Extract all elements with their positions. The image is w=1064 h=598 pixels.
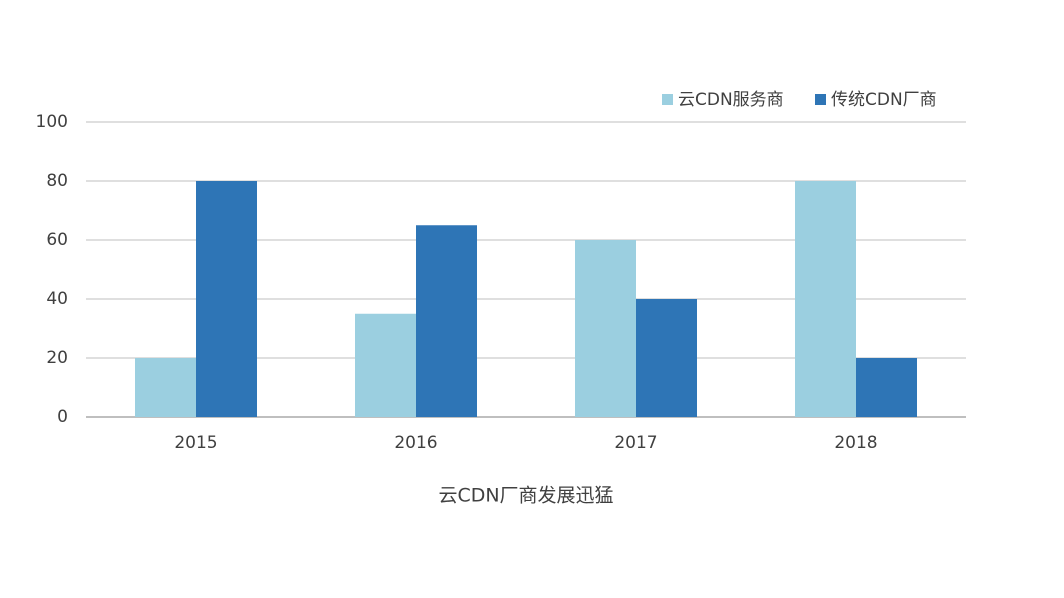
y-tick-label: 100 [36, 112, 68, 132]
x-tick-label: 2017 [614, 433, 657, 453]
bar [575, 240, 636, 417]
legend-label: 云CDN服务商 [678, 90, 784, 110]
legend-label: 传统CDN厂商 [831, 90, 937, 110]
y-tick-label: 0 [57, 407, 68, 427]
chart-title: 云CDN厂商发展迅猛 [438, 485, 613, 507]
bar [135, 358, 196, 417]
x-tick-label: 2015 [174, 433, 217, 453]
x-tick-label: 2018 [834, 433, 877, 453]
bar [196, 181, 257, 417]
bar [355, 313, 416, 417]
bar [416, 225, 477, 417]
y-tick-label: 20 [46, 348, 68, 368]
y-tick-label: 40 [46, 289, 68, 309]
y-tick-label: 80 [46, 171, 68, 191]
bar [856, 358, 917, 417]
legend-swatch [662, 94, 673, 105]
legend-swatch [815, 94, 826, 105]
bar [636, 299, 697, 417]
x-tick-label: 2016 [394, 433, 437, 453]
y-tick-label: 60 [46, 230, 68, 250]
bar [795, 181, 856, 417]
